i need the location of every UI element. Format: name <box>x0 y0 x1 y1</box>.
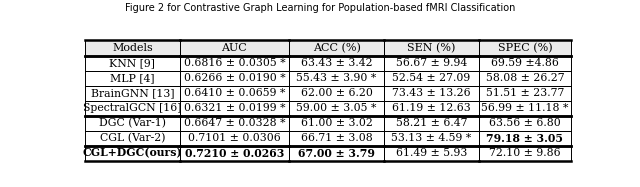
Text: 52.54 ± 27.09: 52.54 ± 27.09 <box>392 73 470 83</box>
Text: KNN [9]: KNN [9] <box>109 58 156 68</box>
Text: SPEC (%): SPEC (%) <box>497 42 552 53</box>
Text: 62.00 ± 6.20: 62.00 ± 6.20 <box>301 88 372 98</box>
Text: 72.10 ± 9.86: 72.10 ± 9.86 <box>489 148 561 158</box>
Text: 0.7210 ± 0.0263: 0.7210 ± 0.0263 <box>185 148 284 159</box>
Text: 0.6266 ± 0.0190 *: 0.6266 ± 0.0190 * <box>184 73 285 83</box>
Bar <box>85 146 180 161</box>
Bar <box>289 146 384 161</box>
Bar <box>180 56 289 71</box>
Bar <box>85 116 180 131</box>
Text: 61.00 ± 3.02: 61.00 ± 3.02 <box>301 118 372 128</box>
Bar <box>479 131 571 146</box>
Bar <box>180 131 289 146</box>
Text: 55.43 ± 3.90 *: 55.43 ± 3.90 * <box>296 73 376 83</box>
Text: 0.6410 ± 0.0659 *: 0.6410 ± 0.0659 * <box>184 88 285 98</box>
Bar <box>479 56 571 71</box>
Text: 61.19 ± 12.63: 61.19 ± 12.63 <box>392 103 470 113</box>
Bar <box>85 101 180 116</box>
Bar <box>289 71 384 86</box>
Text: Models: Models <box>112 43 153 53</box>
Text: 0.6816 ± 0.0305 *: 0.6816 ± 0.0305 * <box>184 58 285 68</box>
Text: CGL (Var-2): CGL (Var-2) <box>100 133 165 143</box>
Text: DGC (Var-1): DGC (Var-1) <box>99 118 166 128</box>
Bar <box>479 40 571 56</box>
Bar <box>479 116 571 131</box>
Bar <box>85 71 180 86</box>
Text: 51.51 ± 23.77: 51.51 ± 23.77 <box>486 88 564 98</box>
Bar <box>180 146 289 161</box>
Text: 0.6321 ± 0.0199 *: 0.6321 ± 0.0199 * <box>184 103 285 113</box>
Text: 0.6647 ± 0.0328 *: 0.6647 ± 0.0328 * <box>184 118 285 128</box>
Text: 56.67 ± 9.94: 56.67 ± 9.94 <box>396 58 467 68</box>
Text: 79.18 ± 3.05: 79.18 ± 3.05 <box>486 133 563 144</box>
Bar <box>180 71 289 86</box>
Text: 63.43 ± 3.42: 63.43 ± 3.42 <box>301 58 372 68</box>
Bar <box>180 101 289 116</box>
Bar <box>289 116 384 131</box>
Text: 56.99 ± 11.18 *: 56.99 ± 11.18 * <box>481 103 568 113</box>
Text: 73.43 ± 13.26: 73.43 ± 13.26 <box>392 88 470 98</box>
Bar <box>289 40 384 56</box>
Bar <box>85 40 180 56</box>
Text: 61.49 ± 5.93: 61.49 ± 5.93 <box>396 148 467 158</box>
Text: 69.59 ±4.86: 69.59 ±4.86 <box>491 58 559 68</box>
Text: 58.08 ± 26.27: 58.08 ± 26.27 <box>486 73 564 83</box>
Bar <box>180 116 289 131</box>
Text: 59.00 ± 3.05 *: 59.00 ± 3.05 * <box>296 103 377 113</box>
Bar <box>85 56 180 71</box>
Bar <box>384 116 479 131</box>
Bar <box>384 146 479 161</box>
Text: 63.56 ± 6.80: 63.56 ± 6.80 <box>489 118 561 128</box>
Text: 66.71 ± 3.08: 66.71 ± 3.08 <box>301 133 372 143</box>
Bar <box>180 40 289 56</box>
Bar <box>85 86 180 101</box>
Text: 53.13 ± 4.59 *: 53.13 ± 4.59 * <box>391 133 472 143</box>
Text: SEN (%): SEN (%) <box>407 42 456 53</box>
Text: SpectralGCN [16]: SpectralGCN [16] <box>83 103 182 113</box>
Text: 0.7101 ± 0.0306: 0.7101 ± 0.0306 <box>188 133 281 143</box>
Text: CGL+DGC(ours): CGL+DGC(ours) <box>83 148 182 159</box>
Bar <box>289 86 384 101</box>
Text: BrainGNN [13]: BrainGNN [13] <box>91 88 174 98</box>
Text: 58.21 ± 6.47: 58.21 ± 6.47 <box>396 118 467 128</box>
Text: 67.00 ± 3.79: 67.00 ± 3.79 <box>298 148 375 159</box>
Bar <box>384 56 479 71</box>
Bar <box>85 131 180 146</box>
Bar <box>289 56 384 71</box>
Bar <box>180 86 289 101</box>
Bar <box>479 146 571 161</box>
Bar <box>384 131 479 146</box>
Text: AUC: AUC <box>221 43 247 53</box>
Bar <box>384 101 479 116</box>
Bar <box>384 40 479 56</box>
Text: Figure 2 for Contrastive Graph Learning for Population-based fMRI Classification: Figure 2 for Contrastive Graph Learning … <box>125 3 515 13</box>
Bar <box>479 71 571 86</box>
Text: ACC (%): ACC (%) <box>312 42 360 53</box>
Bar <box>289 131 384 146</box>
Bar <box>384 71 479 86</box>
Bar <box>384 86 479 101</box>
Bar <box>289 101 384 116</box>
Text: MLP [4]: MLP [4] <box>110 73 155 83</box>
Bar <box>479 101 571 116</box>
Bar <box>479 86 571 101</box>
